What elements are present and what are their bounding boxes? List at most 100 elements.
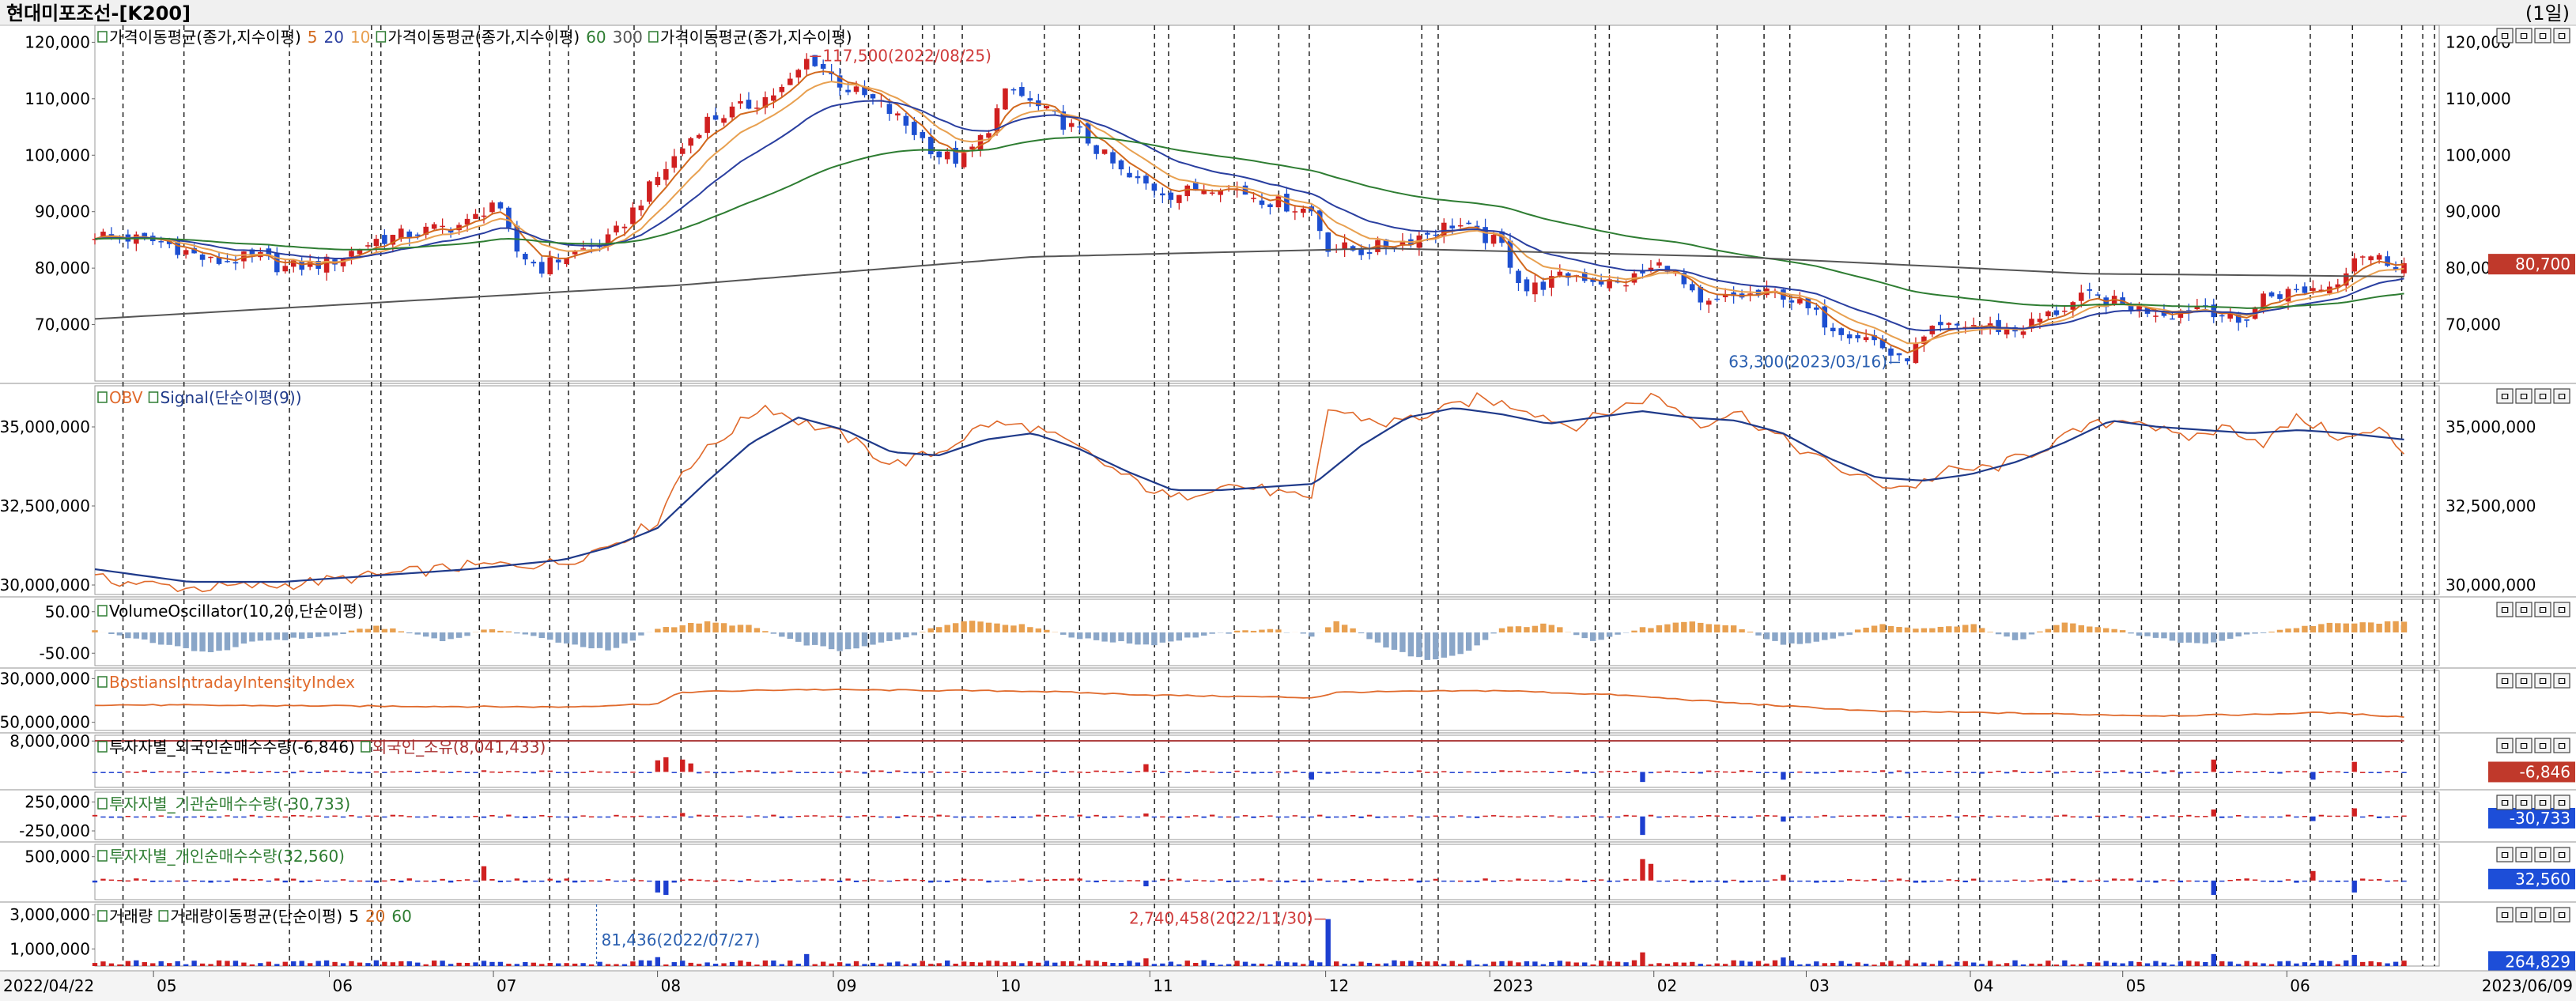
oscillator-bar: [440, 632, 445, 641]
net-buy-bar: [1864, 880, 1868, 881]
panel-control-glyph: ㅁ: [2556, 908, 2567, 923]
net-buy-bar: [2029, 817, 2034, 818]
oscillator-bar: [2161, 632, 2166, 638]
candle-up: [580, 248, 586, 250]
volume-bar: [2368, 961, 2373, 966]
candle-up: [482, 216, 487, 217]
legend-checkbox[interactable]: [98, 911, 107, 921]
last-value-label: -6,846: [2520, 762, 2570, 781]
net-buy-bar: [407, 878, 412, 881]
net-buy-bar: [1218, 772, 1222, 773]
net-buy-bar: [804, 815, 809, 817]
net-buy-bar: [564, 878, 568, 881]
net-buy-bar: [200, 816, 205, 817]
net-buy-bar: [1267, 772, 1272, 773]
volume-bar: [1210, 963, 1214, 966]
net-buy-bar: [986, 772, 991, 773]
legend-checkbox[interactable]: [98, 742, 107, 752]
volume-bar: [1177, 964, 1181, 966]
net-buy-bar: [862, 880, 867, 881]
legend-checkbox[interactable]: [159, 911, 168, 921]
net-buy-bar: [1963, 772, 1968, 773]
legend-checkbox[interactable]: [98, 677, 107, 687]
net-buy-bar: [1574, 880, 1579, 881]
net-buy-bar: [515, 817, 519, 818]
candle-up: [2062, 311, 2068, 312]
net-buy-bar: [829, 816, 833, 817]
oscillator-bar: [2393, 621, 2398, 632]
legend-checkbox[interactable]: [149, 392, 158, 402]
net-buy-bar: [93, 772, 97, 773]
candle-down: [1267, 204, 1273, 207]
net-buy-bar: [1293, 880, 1297, 881]
net-buy-bar: [2219, 817, 2224, 818]
panel-control-glyph: ㅁ: [2537, 29, 2548, 43]
net-buy-bar: [432, 815, 436, 817]
oscillator-bar: [175, 632, 180, 646]
net-buy-bar: [225, 881, 229, 882]
volume-bar: [1334, 961, 1339, 966]
volume-bar: [1574, 962, 1579, 966]
panel-frame-institution: [95, 792, 2439, 840]
net-buy-bar: [1019, 817, 1024, 818]
oscillator-bar: [1333, 621, 1339, 632]
net-buy-bar: [1086, 817, 1090, 818]
oscillator-bar: [125, 632, 130, 638]
net-buy-bar: [233, 878, 238, 881]
volume-bar: [357, 963, 362, 966]
candle-up: [365, 245, 371, 247]
volume-bar: [1284, 962, 1289, 966]
net-buy-bar: [862, 815, 867, 817]
legend-checkbox[interactable]: [98, 851, 107, 861]
net-buy-bar: [482, 866, 486, 881]
net-buy-bar: [754, 815, 759, 817]
net-buy-bar: [655, 817, 660, 818]
legend-checkbox[interactable]: [98, 606, 107, 616]
net-buy-bar: [1102, 880, 1107, 881]
legend-checkbox[interactable]: [361, 742, 370, 752]
date-tick-label: 04: [1974, 976, 1993, 995]
net-buy-bar: [1930, 772, 1935, 773]
oscillator-bar: [2012, 632, 2018, 640]
legend-checkbox[interactable]: [98, 798, 107, 809]
volume-bar: [804, 954, 809, 966]
volume-bar: [663, 964, 668, 966]
net-buy-bar: [1797, 817, 1802, 818]
oscillator-bar: [597, 632, 602, 648]
volume-bar: [341, 963, 346, 966]
net-buy-bar: [1574, 817, 1579, 818]
net-buy-bar: [1847, 879, 1852, 881]
candle-up: [680, 149, 686, 154]
volume-bar: [2286, 961, 2291, 966]
volume-bar: [1582, 962, 1587, 966]
net-buy-bar: [1623, 879, 1628, 881]
net-buy-bar: [208, 817, 213, 818]
oscillator-bar: [1929, 628, 1935, 632]
legend-checkbox[interactable]: [98, 392, 107, 402]
candle-up: [1301, 209, 1306, 213]
net-buy-bar: [2095, 771, 2100, 772]
net-buy-bar: [1558, 881, 1562, 882]
legend-checkbox[interactable]: [98, 32, 107, 42]
net-buy-bar: [1044, 772, 1049, 773]
net-buy-bar: [1839, 770, 1844, 772]
net-buy-bar: [1558, 817, 1562, 818]
volume-bar: [1218, 964, 1222, 966]
net-buy-bar: [1747, 881, 1752, 882]
net-buy-bar: [771, 772, 776, 773]
volume-bar: [2401, 961, 2406, 966]
net-buy-bar: [2170, 880, 2174, 881]
net-buy-bar: [365, 881, 370, 882]
legend-checkbox[interactable]: [649, 32, 658, 42]
net-buy-bar: [2286, 771, 2291, 772]
candle-up: [804, 59, 810, 70]
date-tick-label: 11: [1153, 976, 1173, 995]
net-buy-bar: [1673, 772, 1678, 773]
net-buy-bar: [2302, 816, 2307, 817]
net-buy-bar: [912, 772, 916, 773]
net-buy-bar: [1301, 881, 1305, 882]
net-buy-bar: [1301, 772, 1305, 773]
legend-checkbox[interactable]: [376, 32, 385, 42]
panel-frame-intraday_intensity: [95, 670, 2439, 730]
